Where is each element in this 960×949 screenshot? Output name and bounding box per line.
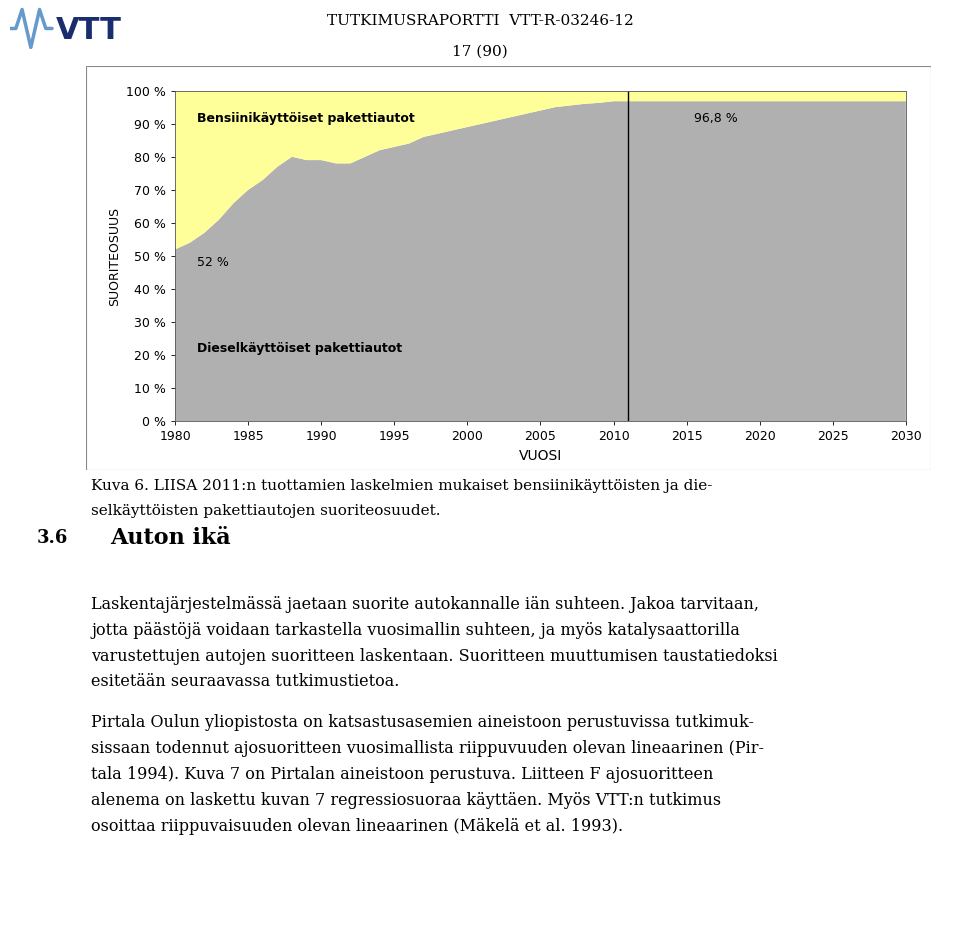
Text: tala 1994). Kuva 7 on Pirtalan aineistoon perustuva. Liitteen F ajosuoritteen: tala 1994). Kuva 7 on Pirtalan aineistoo…	[91, 766, 713, 783]
Text: TUTKIMUSRAPORTTI  VTT-R-03246-12: TUTKIMUSRAPORTTI VTT-R-03246-12	[326, 13, 634, 28]
Text: Pirtala Oulun yliopistosta on katsastusasemien aineistoon perustuvissa tutkimuk-: Pirtala Oulun yliopistosta on katsastusa…	[91, 715, 755, 732]
Text: alenema on laskettu kuvan 7 regressiosuoraa käyttäen. Myös VTT:n tutkimus: alenema on laskettu kuvan 7 regressiosuo…	[91, 791, 721, 809]
Text: Kuva 6. LIISA 2011:n tuottamien laskelmien mukaiset bensiinikäyttöisten ja die-: Kuva 6. LIISA 2011:n tuottamien laskelmi…	[91, 479, 712, 493]
Y-axis label: SUORITEOSUUS: SUORITEOSUUS	[108, 207, 121, 306]
Text: Auton ikä: Auton ikä	[110, 527, 231, 549]
Text: 3.6: 3.6	[36, 529, 68, 547]
Text: osoittaa riippuvaisuuden olevan lineaarinen (Mäkelä et al. 1993).: osoittaa riippuvaisuuden olevan lineaari…	[91, 818, 623, 835]
Text: jotta päästöjä voidaan tarkastella vuosimallin suhteen, ja myös katalysaattorill: jotta päästöjä voidaan tarkastella vuosi…	[91, 622, 740, 639]
Text: selkäyttöisten pakettiautojen suoriteosuudet.: selkäyttöisten pakettiautojen suoriteosu…	[91, 504, 441, 518]
Text: Laskentajärjestelmässä jaetaan suorite autokannalle iän suhteen. Jakoa tarvitaan: Laskentajärjestelmässä jaetaan suorite a…	[91, 596, 759, 613]
X-axis label: VUOSI: VUOSI	[518, 449, 563, 463]
Text: 96,8 %: 96,8 %	[694, 112, 737, 125]
Text: Dieselkäyttöiset pakettiautot: Dieselkäyttöiset pakettiautot	[197, 342, 402, 355]
Text: esitetään seuraavassa tutkimustietoa.: esitetään seuraavassa tutkimustietoa.	[91, 674, 399, 691]
Text: varustettujen autojen suoritteen laskentaan. Suoritteen muuttumisen taustatiedok: varustettujen autojen suoritteen laskent…	[91, 647, 778, 664]
Text: 17 (90): 17 (90)	[452, 45, 508, 59]
Text: Bensiinikäyttöiset pakettiautot: Bensiinikäyttöiset pakettiautot	[197, 112, 415, 125]
Text: 52 %: 52 %	[197, 256, 228, 270]
Text: sissaan todennut ajosuoritteen vuosimallista riippuvuuden olevan lineaarinen (Pi: sissaan todennut ajosuoritteen vuosimall…	[91, 740, 764, 757]
Text: VTT: VTT	[56, 16, 122, 46]
